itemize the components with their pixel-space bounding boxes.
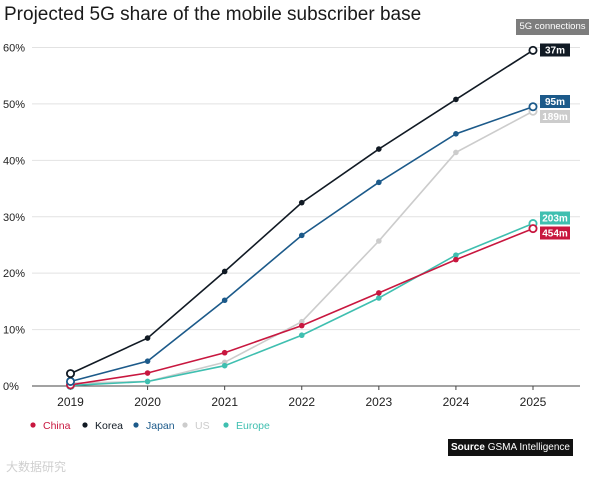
end-label-bg (540, 211, 570, 225)
end-label-china: 454m (540, 226, 570, 240)
legend-marker (30, 422, 36, 428)
x-tick-label: 2022 (288, 395, 315, 409)
data-point-europe (221, 362, 228, 369)
y-tick-label: 30% (3, 212, 25, 224)
legend-marker (223, 422, 229, 428)
data-point-china (221, 349, 228, 356)
gridlines (32, 47, 580, 331)
y-tick-label: 60% (3, 43, 25, 55)
end-labels: 37m 95m 189m 203m 454m (540, 43, 570, 240)
data-point-korea (528, 45, 538, 55)
data-point-japan (221, 297, 228, 304)
x-tick-label: 2020 (134, 395, 161, 409)
source-name: GSMA Intelligence (487, 442, 570, 453)
end-label-bg (540, 110, 570, 123)
data-point-us (298, 318, 305, 325)
x-tick-label: 2024 (443, 395, 470, 409)
data-point-japan (376, 179, 382, 186)
source-prefix: Source (451, 442, 485, 453)
end-label-text: 37m (545, 46, 565, 57)
connections-header-badge: 5G connections (516, 19, 589, 35)
data-point-korea (376, 146, 382, 152)
source-credit: Source GSMA Intelligence (448, 439, 573, 456)
legend-label: Korea (95, 420, 123, 432)
legend-marker (82, 422, 88, 428)
data-point-europe (144, 378, 151, 385)
end-label-korea: 37m (540, 43, 570, 57)
end-label-japan: 95m (540, 95, 570, 108)
data-point-korea (66, 369, 76, 379)
end-label-bg (540, 226, 570, 240)
legend-label: Europe (236, 420, 270, 432)
data-point-china (528, 224, 538, 234)
data-point-europe (453, 252, 459, 258)
end-label-text: 454m (542, 229, 568, 240)
data-point-china (144, 370, 151, 376)
data-point-japan (144, 358, 151, 364)
data-point-japan (66, 376, 76, 386)
end-label-text: 189m (542, 112, 568, 123)
data-point-china (298, 322, 305, 329)
watermark: 大数据研究 (6, 460, 67, 474)
data-point-china (376, 290, 382, 296)
legend-item-japan: Japan (133, 420, 175, 432)
legend-label: US (195, 420, 210, 432)
data-point-us (453, 149, 459, 156)
legend: China Korea Japan US Europe (30, 420, 270, 432)
x-axis: 2019 2020 2021 2022 2023 2024 2025 (32, 385, 580, 409)
legend-label: Japan (146, 420, 175, 432)
y-tick-label: 10% (3, 325, 25, 337)
end-label-text: 203m (542, 214, 568, 225)
data-point-japan (528, 102, 538, 112)
data-point-europe (298, 332, 305, 339)
legend-item-china: China (30, 420, 71, 432)
end-label-bg (540, 43, 570, 57)
legend-label: China (43, 420, 71, 432)
end-label-us: 189m (540, 110, 570, 123)
y-tick-label: 50% (3, 99, 25, 111)
end-label-europe: 203m (540, 211, 570, 225)
data-point-japan (453, 131, 459, 137)
legend-item-us: US (182, 420, 210, 432)
legend-item-korea: Korea (82, 420, 123, 432)
chart-title: Projected 5G share of the mobile subscri… (4, 4, 422, 25)
data-point-japan (298, 232, 305, 239)
data-point-korea (453, 96, 459, 103)
data-point-korea (298, 199, 305, 206)
series-line-europe (70, 222, 534, 387)
data-point-korea (221, 268, 228, 275)
y-axis-ticks: 0% 10% 20% 30% 40% 50% 60% (3, 43, 25, 394)
data-point-europe (376, 295, 382, 301)
data-point-korea (144, 335, 151, 341)
series-points (66, 45, 538, 390)
legend-marker (182, 422, 188, 428)
y-tick-label: 40% (3, 155, 25, 167)
data-point-us (376, 238, 382, 244)
legend-marker (133, 422, 139, 428)
legend-item-europe: Europe (223, 420, 270, 432)
x-tick-label: 2021 (211, 395, 238, 409)
x-tick-label: 2025 (520, 395, 547, 409)
y-tick-label: 20% (3, 268, 25, 280)
x-tick-label: 2023 (365, 395, 392, 409)
y-tick-label: 0% (3, 381, 19, 393)
end-label-text: 95m (545, 97, 565, 108)
x-tick-label: 2019 (57, 395, 84, 409)
data-point-china (453, 256, 459, 263)
end-label-bg (540, 95, 570, 108)
